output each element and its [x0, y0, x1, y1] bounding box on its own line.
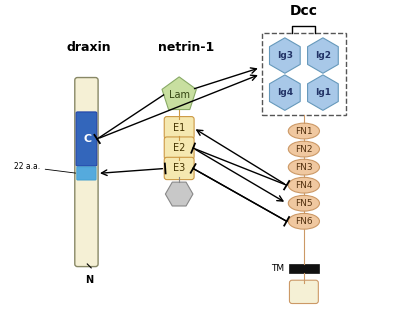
Text: E1: E1: [173, 123, 185, 133]
Text: FN3: FN3: [295, 163, 313, 172]
Text: netrin-1: netrin-1: [158, 41, 214, 54]
Ellipse shape: [288, 159, 320, 175]
Polygon shape: [308, 75, 338, 110]
Text: Ig4: Ig4: [277, 88, 293, 97]
Text: Ig2: Ig2: [315, 51, 331, 60]
FancyBboxPatch shape: [164, 117, 194, 139]
Text: FN2: FN2: [295, 145, 313, 154]
Text: FN6: FN6: [295, 217, 313, 226]
FancyBboxPatch shape: [75, 77, 98, 266]
Text: draxin: draxin: [67, 41, 111, 54]
FancyBboxPatch shape: [164, 157, 194, 180]
Text: Lam: Lam: [169, 90, 190, 100]
Text: E3: E3: [173, 164, 185, 173]
Bar: [289, 264, 319, 273]
Ellipse shape: [288, 213, 320, 229]
Text: FN4: FN4: [295, 181, 313, 190]
Text: Dcc: Dcc: [290, 4, 318, 18]
Text: N: N: [85, 275, 93, 285]
FancyBboxPatch shape: [77, 167, 96, 180]
Text: FN1: FN1: [295, 126, 313, 135]
Ellipse shape: [288, 177, 320, 193]
FancyBboxPatch shape: [164, 137, 194, 159]
Polygon shape: [269, 75, 300, 110]
Polygon shape: [308, 38, 338, 73]
Bar: [262, 33, 346, 115]
FancyBboxPatch shape: [76, 112, 97, 166]
Ellipse shape: [288, 141, 320, 157]
Text: TM: TM: [271, 264, 284, 273]
Text: Ig3: Ig3: [277, 51, 293, 60]
Polygon shape: [269, 38, 300, 73]
Text: FN5: FN5: [295, 199, 313, 208]
Text: Ig1: Ig1: [315, 88, 331, 97]
Polygon shape: [165, 182, 193, 206]
Text: E2: E2: [173, 143, 185, 153]
Ellipse shape: [288, 123, 320, 139]
Ellipse shape: [288, 195, 320, 211]
Polygon shape: [162, 77, 196, 110]
FancyBboxPatch shape: [290, 280, 318, 304]
Text: 22 a.a.: 22 a.a.: [14, 163, 76, 173]
Text: C: C: [83, 134, 91, 144]
